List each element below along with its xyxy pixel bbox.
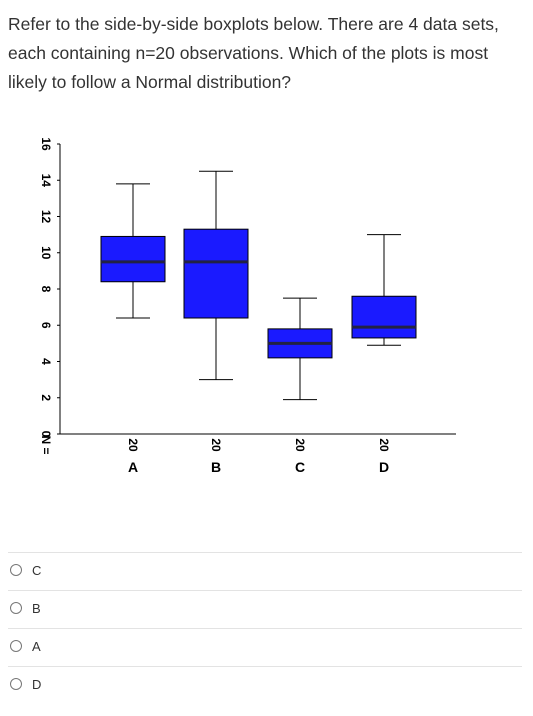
- y-tick-label: 0: [39, 431, 53, 438]
- option-divider: [8, 590, 522, 591]
- option-divider: [8, 628, 522, 629]
- radio-circle-icon[interactable]: [10, 564, 22, 576]
- y-tick-label: 16: [39, 137, 53, 151]
- option-divider: [8, 666, 522, 667]
- option-c[interactable]: C: [10, 559, 41, 581]
- option-d[interactable]: D: [10, 673, 41, 695]
- box-A: [100, 235, 166, 283]
- y-tick-label: 10: [39, 246, 53, 260]
- option-label: B: [32, 600, 41, 616]
- boxplot-chart: 0 2 4 6 8 10 12 14 16 N = 20 A 20 B 20 C 20 D: [39, 137, 456, 475]
- y-tick-label: 14: [39, 174, 53, 188]
- box-B: [183, 228, 249, 319]
- n-label: N =: [39, 435, 53, 454]
- n-value: 20: [377, 438, 391, 452]
- question-text: Refer to the side-by-side boxplots below…: [8, 14, 499, 92]
- radio-circle-icon[interactable]: [10, 678, 22, 690]
- radio-circle-icon[interactable]: [10, 640, 22, 652]
- option-label: D: [32, 676, 42, 692]
- box-D: [351, 295, 417, 339]
- y-tick-label: 4: [39, 358, 53, 365]
- option-divider: [8, 552, 522, 553]
- group-label: B: [211, 459, 221, 475]
- option-b[interactable]: B: [10, 597, 41, 619]
- option-label: C: [32, 562, 42, 578]
- y-tick-label: 8: [39, 286, 53, 293]
- y-tick-label: 6: [39, 322, 53, 329]
- n-value: 20: [126, 438, 140, 452]
- n-value: 20: [209, 438, 223, 452]
- n-value: 20: [293, 438, 307, 452]
- group-label: D: [379, 459, 389, 475]
- y-tick-label: 12: [39, 210, 53, 224]
- option-a[interactable]: A: [10, 635, 41, 657]
- option-label: A: [32, 638, 41, 654]
- group-label: A: [128, 459, 138, 475]
- y-tick-label: 2: [39, 394, 53, 401]
- group-label: C: [295, 459, 305, 475]
- radio-circle-icon[interactable]: [10, 602, 22, 614]
